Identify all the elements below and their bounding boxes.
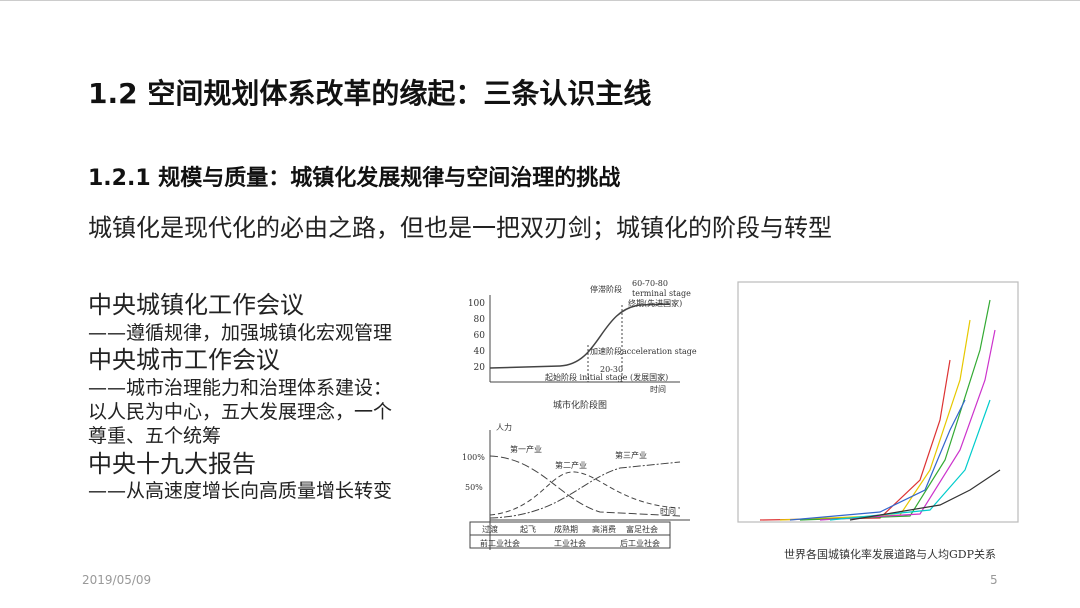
item-line: ——从高速度增长向高质量增长转变	[88, 480, 393, 503]
figure-label: 加速阶段acceleration stage	[590, 346, 697, 356]
tertiary-curve	[489, 461, 681, 519]
country-line	[759, 359, 951, 521]
page-number: 5	[990, 573, 998, 587]
primary-curve	[489, 455, 681, 517]
item-line: 尊重、五个统筹	[88, 425, 222, 448]
industry-figure	[469, 430, 690, 550]
figure-label: 世界各国城镇化率发展道路与人均GDP关系	[784, 547, 996, 561]
item-heading: 中央城市工作会议	[88, 346, 280, 375]
figure-label: 100	[468, 299, 485, 309]
figure-label: 第一产业	[510, 444, 542, 454]
country-line	[779, 319, 971, 521]
figure-label: 工业社会	[554, 538, 586, 548]
figure-label: 人力	[496, 422, 512, 432]
figure-label: 城市化阶段图	[553, 399, 607, 411]
slide-title: 1.2 空间规划体系改革的缘起：三条认识主线	[88, 77, 652, 110]
item-line: ——城市治理能力和治理体系建设：	[88, 376, 393, 399]
figure-label: 起飞	[520, 525, 536, 534]
figure-label: 时间	[650, 384, 666, 394]
figure-label: 成熟期	[554, 524, 578, 534]
s-curve	[489, 303, 671, 369]
country-line	[799, 299, 991, 521]
figure-label: 起始阶段 initial stage (发展国家)	[545, 372, 668, 382]
lead-text: 城镇化是现代化的必由之路，但也是一把双刃剑；城镇化的阶段与转型	[88, 214, 832, 242]
country-line	[789, 399, 966, 521]
figure-label: 100%	[462, 453, 485, 462]
figure-label: 50%	[465, 483, 483, 492]
footer-date: 2019/05/09	[82, 573, 152, 587]
figure-label: 第三产业	[615, 450, 647, 460]
figure-label: 停滞阶段	[590, 284, 622, 294]
figure-label: 前工业社会	[480, 538, 520, 548]
figure-label: 80	[474, 315, 486, 325]
stage-figure	[489, 295, 680, 383]
country-line	[849, 469, 1001, 521]
item-line: ——遵循规律，加强城镇化宏观管理	[88, 321, 393, 344]
figure-label: 高消费	[592, 524, 616, 534]
figure-label: 第二产业	[555, 460, 587, 470]
top-rule	[0, 0, 1080, 1]
subtitle: 1.2.1 规模与质量：城镇化发展规律与空间治理的挑战	[88, 166, 621, 191]
figure-label: 时间	[660, 506, 676, 516]
item-list: 中央城镇化工作会议 ——遵循规律，加强城镇化宏观管理 中央城市工作会议 ——城市治理能…	[88, 290, 392, 504]
secondary-curve	[489, 471, 681, 516]
item-heading: 中央城镇化工作会议	[88, 291, 304, 319]
figure-label: 过渡	[482, 524, 498, 534]
figure-label: 富足社会	[626, 524, 658, 534]
country-line	[829, 399, 991, 521]
plot-frame	[737, 281, 1019, 523]
figure-label: 后工业社会	[620, 538, 660, 548]
world-figure	[737, 281, 1019, 523]
country-line	[819, 329, 996, 521]
figure-label: 40	[474, 347, 486, 357]
item-heading: 中央十九大报告	[88, 449, 256, 478]
figure-label: 20	[474, 363, 486, 373]
figure-label: 终期(先进国家)	[628, 298, 682, 308]
item-line: 以人民为中心，五大发展理念，一个	[88, 401, 393, 424]
figure-label: 20-30	[600, 365, 623, 374]
figure-label: terminal stage	[632, 289, 691, 298]
figure-label: 60	[474, 331, 486, 341]
figure-label: 60-70-80	[632, 279, 668, 288]
